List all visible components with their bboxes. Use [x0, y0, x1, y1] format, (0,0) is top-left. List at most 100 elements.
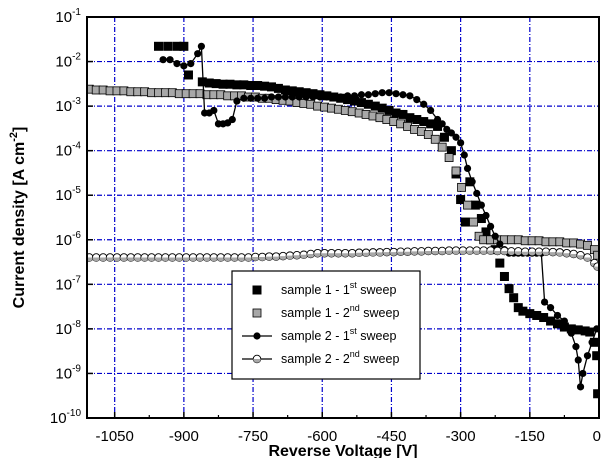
y-tick-exponent: -10: [67, 408, 82, 419]
data-point: [216, 253, 226, 262]
data-point: [361, 248, 371, 258]
y-tick-exponent: -9: [72, 363, 81, 374]
data-point: [320, 248, 329, 258]
data-point: [225, 79, 235, 89]
data-point: [468, 178, 476, 186]
data-point: [173, 59, 181, 68]
data-point: [514, 247, 523, 256]
y-tick-base: 10: [55, 276, 72, 293]
data-point: [375, 248, 385, 257]
data-point: [194, 50, 202, 58]
data-point: [140, 253, 149, 262]
y-tick-base: 10: [55, 232, 72, 249]
data-point: [548, 247, 558, 257]
data-point: [567, 329, 575, 337]
y-tick-base: 10: [55, 143, 72, 160]
x-axis-label: Reverse Voltage [V]: [268, 443, 417, 458]
data-point: [457, 182, 466, 192]
data-point: [405, 113, 415, 123]
data-point: [285, 251, 295, 260]
data-point: [465, 246, 475, 255]
data-point: [172, 41, 182, 51]
data-point: [566, 324, 576, 334]
data-point: [588, 338, 596, 346]
data-point: [126, 253, 136, 262]
data-point: [91, 253, 101, 262]
data-point: [228, 115, 236, 124]
data-point: [562, 248, 571, 258]
legend-marker: [252, 354, 262, 364]
data-point: [371, 90, 379, 98]
data-point: [389, 247, 398, 257]
data-point: [576, 383, 585, 391]
data-point: [98, 253, 108, 262]
data-point: [187, 59, 195, 68]
data-point: [258, 252, 267, 262]
data-point: [299, 250, 309, 260]
y-tick-exponent: -4: [72, 141, 81, 152]
plot-frame: [86, 16, 600, 419]
y-tick-exponent: -8: [72, 319, 81, 330]
y-tick-label: 10-5: [55, 185, 81, 204]
x-tick-label: -450: [376, 428, 406, 445]
data-point: [552, 319, 562, 329]
data-point: [202, 253, 212, 262]
data-point: [168, 253, 177, 262]
data-point: [295, 93, 303, 101]
data-point: [247, 94, 255, 102]
data-point: [287, 86, 297, 96]
data-point: [344, 92, 352, 100]
data-point: [583, 253, 592, 262]
data-point: [197, 42, 205, 50]
data-point: [403, 247, 412, 256]
data-point: [327, 248, 336, 258]
data-point: [163, 41, 173, 51]
data-point: [370, 101, 380, 111]
data-point: [540, 298, 549, 306]
legend: sample 1 - 1st sweep sample 1 - 2nd sweep…: [231, 270, 421, 380]
data-point: [420, 100, 428, 108]
data-point: [463, 164, 472, 172]
x-tick-label: -300: [446, 428, 476, 445]
data-point: [527, 247, 537, 256]
plot-series: [87, 41, 599, 399]
legend-entry: sample 1 - 2nd sweep: [252, 303, 399, 320]
data-point: [357, 91, 366, 99]
data-point: [180, 62, 188, 70]
data-point: [188, 253, 198, 262]
data-point: [439, 132, 449, 142]
data-point: [593, 389, 599, 399]
data-point: [460, 151, 468, 159]
data-point: [267, 82, 277, 92]
data-point: [499, 271, 509, 281]
y-tick-exponent: -5: [72, 185, 81, 196]
data-point: [437, 142, 447, 152]
data-point: [350, 92, 359, 100]
data-point: [112, 253, 122, 262]
data-point: [260, 94, 269, 102]
x-tick-label: -900: [169, 428, 199, 445]
y-tick-exponent: -1: [72, 7, 81, 18]
data-point: [486, 246, 495, 255]
data-point: [294, 87, 304, 97]
data-point: [237, 253, 246, 262]
series-4: [87, 246, 599, 271]
data-point: [444, 153, 454, 162]
data-point: [446, 146, 456, 156]
y-axis-label-exponent: -2: [8, 132, 20, 142]
data-point: [253, 81, 263, 91]
data-point: [398, 109, 408, 119]
data-point: [546, 304, 555, 312]
x-tick-labels: -1050 -900 -750 -600 -450 -300 -150 0: [95, 428, 601, 445]
data-point: [260, 81, 270, 91]
data-point: [347, 248, 357, 258]
data-point: [175, 253, 184, 262]
x-tick-label: -1050: [95, 428, 133, 445]
y-tick-label: 10-2: [55, 52, 81, 71]
data-point: [105, 253, 115, 262]
data-point: [364, 91, 372, 99]
data-point: [179, 41, 189, 51]
data-point: [460, 217, 470, 227]
data-point: [218, 79, 228, 89]
data-point: [507, 247, 516, 256]
